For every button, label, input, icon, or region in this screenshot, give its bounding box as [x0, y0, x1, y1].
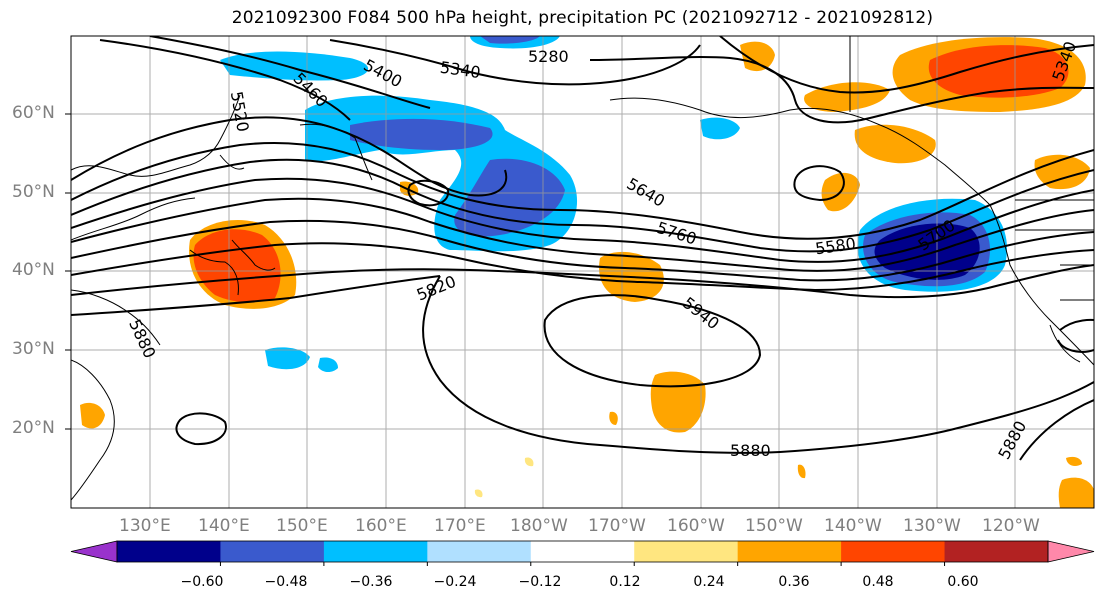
colorbar-tick-label: 0.48 — [862, 574, 894, 590]
lon-tick-label: 120°W — [982, 516, 1040, 536]
lat-tick-label: 20°N — [12, 418, 55, 438]
lon-tick-label: 140°E — [198, 516, 250, 536]
lon-tick-label: 150°W — [745, 516, 803, 536]
lon-tick-label: 130°E — [119, 516, 171, 536]
precip-anomaly-shading — [80, 36, 1094, 508]
lon-tick-label: 170°W — [588, 516, 646, 536]
lon-tick-label: 150°E — [276, 516, 328, 536]
colorbar-segment — [737, 541, 842, 562]
lon-tick-label: 170°E — [434, 516, 486, 536]
colorbar-segment — [944, 541, 1049, 562]
colorbar-segment — [220, 541, 325, 562]
lon-tick-label: 130°W — [903, 516, 961, 536]
colorbar-tick-label: 0.36 — [778, 574, 810, 590]
colorbar — [70, 540, 1095, 566]
map-title: 2021092300 F084 500 hPa height, precipit… — [231, 8, 934, 28]
colorbar-segment — [634, 541, 739, 562]
lon-tick-label: 180°W — [510, 516, 568, 536]
colorbar-tick-label: −0.60 — [180, 574, 224, 590]
colorbar-tick-label: −0.12 — [518, 574, 562, 590]
height-contours — [71, 36, 1094, 461]
colorbar-tick-label: 0.60 — [947, 574, 979, 590]
colorbar-tick-label: 0.24 — [693, 574, 725, 590]
colorbar-segment — [530, 541, 635, 562]
lon-tick-label: 160°E — [355, 516, 407, 536]
colorbar-segment — [117, 541, 221, 562]
map-frame — [70, 35, 1095, 509]
lat-tick-label: 60°N — [12, 103, 55, 123]
colorbar-tick-label: −0.48 — [264, 574, 308, 590]
colorbar-segment — [841, 541, 946, 562]
lon-tick-label: 160°W — [667, 516, 725, 536]
colorbar-tick-label: 0.12 — [609, 574, 641, 590]
colorbar-extend-low — [70, 540, 118, 563]
colorbar-frame — [116, 540, 1049, 563]
colorbar-segment — [427, 541, 532, 562]
lon-tick-label: 140°W — [824, 516, 882, 536]
lat-tick-label: 30°N — [12, 339, 55, 359]
colorbar-tick-label: −0.36 — [349, 574, 393, 590]
axis-ticks — [65, 113, 71, 430]
lat-tick-label: 40°N — [12, 260, 55, 280]
contour-label: 5880 — [730, 441, 771, 460]
lat-tick-label: 50°N — [12, 182, 55, 202]
colorbar-tick-label: −0.24 — [433, 574, 477, 590]
contour-label: 5280 — [528, 47, 569, 66]
colorbar-extend-high — [1047, 540, 1095, 563]
colorbar-segment — [323, 541, 428, 562]
